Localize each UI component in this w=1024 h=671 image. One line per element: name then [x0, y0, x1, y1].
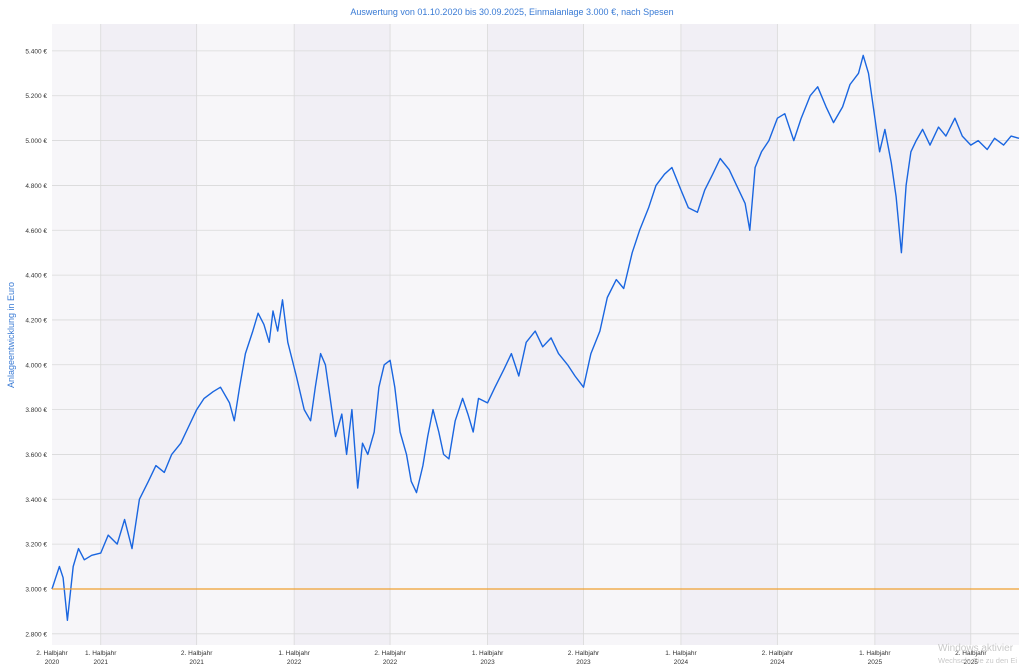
x-tick-label: 2025	[964, 659, 979, 666]
plot-band	[487, 24, 584, 645]
x-tick-label: 2022	[287, 659, 302, 666]
x-tick-label: 2024	[674, 659, 689, 666]
x-axis: 2. Halbjahr 2020 1. Halbjahr 2021 2. Halbjah…	[36, 650, 987, 666]
y-tick-label: 3.600 €	[25, 452, 47, 459]
y-tick-label: 3.200 €	[25, 542, 47, 549]
plot-band	[970, 24, 1019, 645]
plot-background	[52, 24, 1019, 645]
x-tick-label: 1. Halbjahr	[859, 650, 891, 657]
x-tick-label: 1. Halbjahr	[278, 650, 310, 657]
grid	[52, 24, 1019, 645]
plot-band	[390, 24, 488, 645]
x-tick-label: 2. Halbjahr	[762, 650, 794, 657]
plot-band	[100, 24, 197, 645]
plot-band	[777, 24, 875, 645]
x-tick-label: 2. Halbjahr	[374, 650, 406, 657]
x-tick-label: 2. Halbjahr	[568, 650, 600, 657]
x-tick-label: 1. Halbjahr	[665, 650, 697, 657]
x-tick-label: 2021	[189, 659, 204, 666]
y-tick-label: 2.800 €	[25, 631, 47, 638]
x-tick-label: 2021	[94, 659, 109, 666]
watermark-line2: Wechseln Sie zu den Ei	[938, 656, 1017, 665]
x-tick-label: 2025	[868, 659, 883, 666]
y-tick-label: 5.400 €	[25, 48, 47, 55]
y-tick-label: 4.600 €	[25, 228, 47, 235]
plot-band	[583, 24, 681, 645]
plot-band	[874, 24, 971, 645]
series-line-value	[51, 54, 1020, 621]
x-tick-label: 2023	[576, 659, 591, 666]
x-tick-label: 1. Halbjahr	[85, 650, 117, 657]
x-tick-label: 1. Halbjahr	[472, 650, 504, 657]
y-tick-label: 5.200 €	[25, 93, 47, 100]
y-axis-label: Anlageentwicklung in Euro	[6, 282, 16, 388]
y-tick-label: 3.400 €	[25, 497, 47, 504]
y-axis: 2.800 € 3.000 € 3.200 € 3.400 € 3.600 € 3.800…	[25, 48, 47, 638]
x-tick-label: 2020	[45, 659, 60, 666]
y-tick-label: 3.000 €	[25, 586, 47, 593]
x-tick-label: 2022	[383, 659, 398, 666]
y-tick-label: 5.000 €	[25, 138, 47, 145]
plot-band	[680, 24, 778, 645]
plot-band	[294, 24, 391, 645]
plot-band	[52, 24, 101, 645]
y-tick-label: 3.800 €	[25, 407, 47, 414]
x-tick-label: 2. Halbjahr	[181, 650, 213, 657]
plot-band	[196, 24, 295, 645]
y-tick-label: 4.200 €	[25, 317, 47, 324]
y-tick-label: 4.400 €	[25, 273, 47, 280]
watermark-line1: Windows aktivier	[938, 643, 1014, 654]
x-tick-label: 2. Halbjahr	[36, 650, 68, 657]
series-lines	[51, 54, 1020, 621]
y-tick-label: 4.800 €	[25, 183, 47, 190]
chart-title: Auswertung von 01.10.2020 bis 30.09.2025…	[350, 7, 673, 17]
x-tick-label: 2024	[770, 659, 785, 666]
x-tick-label: 2023	[480, 659, 495, 666]
x-tick-label: 2. Halbjahr	[955, 650, 987, 657]
y-tick-label: 4.000 €	[25, 362, 47, 369]
